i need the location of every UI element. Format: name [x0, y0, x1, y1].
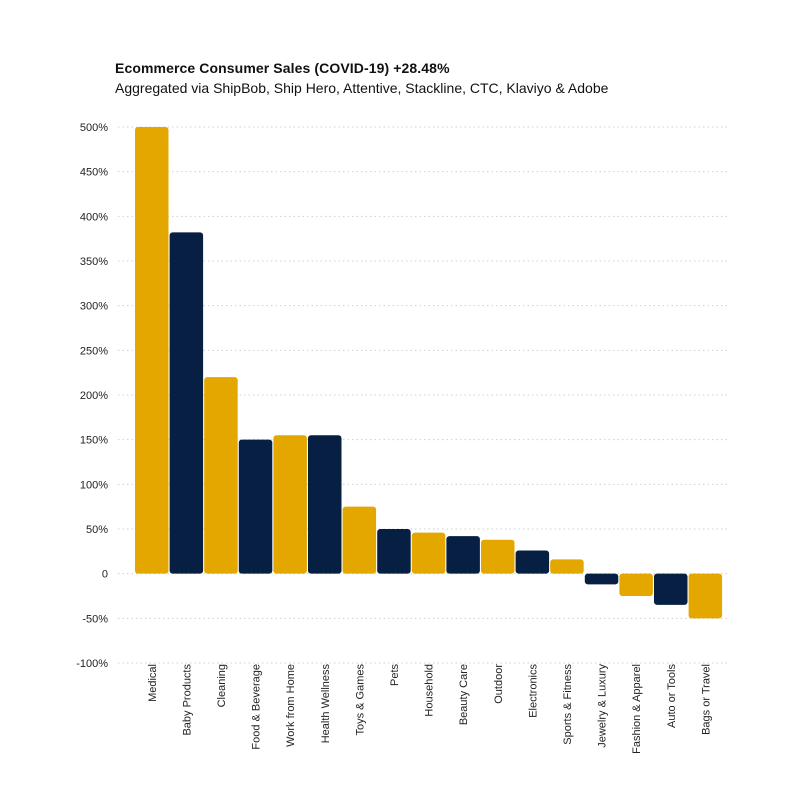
x-tick-label: Cleaning [216, 664, 228, 707]
y-tick-label: 200% [80, 390, 108, 402]
y-tick-label: 250% [80, 345, 108, 357]
y-tick-label: 500% [80, 122, 108, 134]
bar-outdoor [481, 539, 515, 574]
bar-sports-fitness [550, 559, 584, 574]
x-tick-label: Baby Products [181, 664, 193, 736]
x-tick-label: Pets [389, 664, 401, 687]
bar-household [411, 532, 446, 574]
y-tick-label: 350% [80, 256, 108, 268]
x-tick-label: Food & Beverage [251, 664, 263, 750]
bar-toys-games [342, 506, 377, 574]
bar-work-from-home [273, 435, 307, 574]
x-tick-label: Household [424, 664, 436, 717]
y-tick-label: 450% [80, 167, 108, 179]
y-tick-label: 0 [102, 569, 108, 581]
x-tick-label: Auto or Tools [666, 664, 678, 729]
y-tick-label: 100% [80, 479, 108, 491]
bar-bags-or-travel [688, 573, 723, 619]
y-tick-label: 50% [86, 524, 108, 536]
bar-pets [377, 529, 411, 574]
bar-electronics [515, 550, 550, 574]
x-tick-label: Medical [147, 664, 159, 702]
y-tick-label: -50% [82, 613, 108, 625]
bar-medical [135, 127, 169, 574]
x-tick-label: Outdoor [493, 664, 505, 704]
y-tick-label: 400% [80, 211, 108, 223]
bar-fashion-apparel [619, 573, 653, 596]
bar-health-wellness [308, 435, 342, 574]
bar-auto-or-tools [654, 573, 688, 605]
y-tick-label: 150% [80, 435, 108, 447]
x-tick-label: Beauty Care [458, 664, 470, 725]
x-tick-label: Bags or Travel [700, 664, 712, 735]
chart-subtitle: Aggregated via ShipBob, Ship Hero, Atten… [115, 80, 609, 96]
x-tick-label: Fashion & Apparel [631, 664, 643, 754]
x-tick-label: Work from Home [285, 664, 297, 747]
bar-food-beverage [238, 439, 273, 574]
bar-baby-products [169, 232, 204, 574]
bar-cleaning [204, 377, 238, 574]
bar-beauty-care [446, 536, 480, 574]
x-tick-label: Jewelry & Luxury [597, 664, 609, 748]
bar-jewelry-luxury [584, 573, 619, 585]
chart-title: Ecommerce Consumer Sales (COVID-19) +28.… [115, 60, 450, 76]
x-tick-label: Toys & Games [354, 664, 366, 736]
y-tick-label: 300% [80, 301, 108, 313]
y-tick-label: -100% [76, 658, 108, 670]
x-tick-label: Sports & Fitness [562, 664, 574, 745]
x-tick-label: Electronics [527, 664, 539, 718]
x-tick-label: Health Wellness [320, 664, 332, 744]
